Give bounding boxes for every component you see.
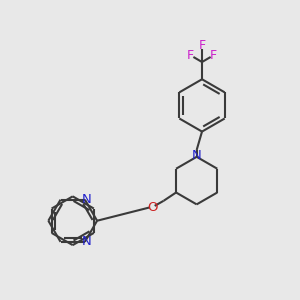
Text: F: F	[199, 39, 206, 52]
Text: F: F	[187, 49, 194, 62]
Text: N: N	[82, 235, 91, 248]
Text: O: O	[147, 201, 158, 214]
Text: F: F	[210, 49, 217, 62]
Text: N: N	[82, 193, 91, 206]
Text: N: N	[192, 149, 202, 162]
